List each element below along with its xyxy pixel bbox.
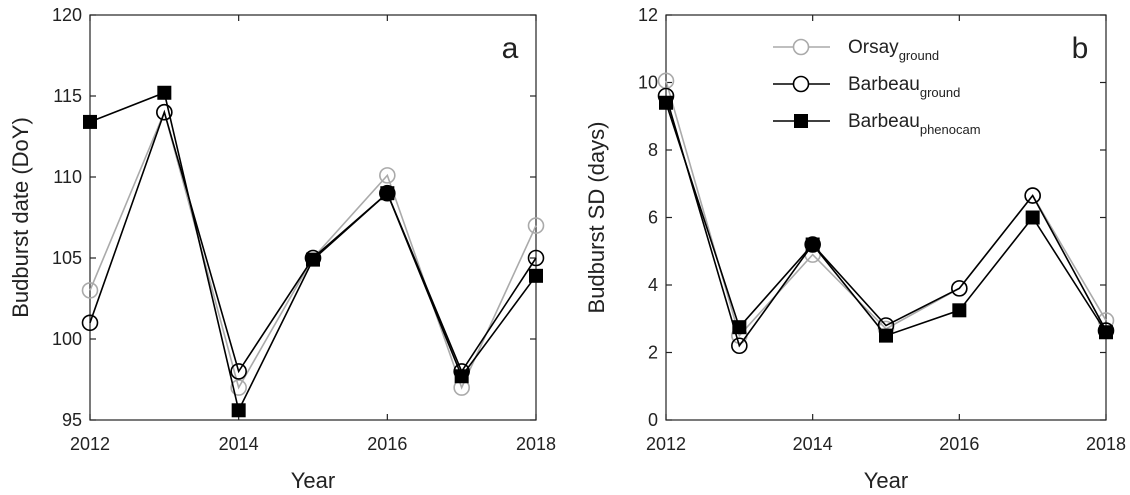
y-tick-label: 115 [53,86,82,106]
data-point-circle [731,337,748,355]
data-point-square [659,95,673,110]
y-tick-label: 0 [648,410,658,430]
data-point-square [805,237,820,252]
data-point-square [1099,325,1113,340]
y-tick-label: 105 [52,248,82,268]
x-tick-label: 2016 [367,434,407,454]
panel-letter: a [502,32,519,65]
legend-label: Orsayground [848,37,939,63]
panel-b: 0 2 4 6 8 10 12 2012 2014 2016 2018 Year Budburst SD… [584,5,1126,493]
y-tick-label: 8 [648,140,658,160]
y-tick-label: 6 [648,208,658,228]
y-tick-label: 10 [638,73,658,93]
panel-letter: b [1072,32,1089,65]
data-point-square [529,268,543,283]
x-tick-label: 2018 [1086,434,1126,454]
series-barbeau-phenocam [83,85,543,418]
series-line [89,91,537,413]
data-point-circle [230,363,247,380]
legend-item: Orsayground [773,37,939,63]
x-axis-label: Year [291,468,335,493]
y-tick-label: 120 [52,5,82,25]
data-point-circle [81,282,99,299]
legend-marker-circle [792,75,810,93]
data-point-circle [951,280,968,297]
x-tick-label: 2014 [219,434,259,454]
series-barbeau-ground [81,103,545,380]
x-tick-label: 2012 [646,434,686,454]
data-point-square [157,85,172,100]
data-point-square [1025,210,1040,225]
legend-item: Barbeauphenocam [773,111,981,137]
x-tick-label: 2018 [516,434,556,454]
series-barbeau-phenocam [659,95,1113,343]
data-point-circle [804,236,821,253]
legend-subscript: ground [920,85,960,100]
data-point-circle [230,379,247,396]
legend-marker-circle [792,38,810,56]
series-line [665,95,1107,348]
legend-name: Orsay [848,37,899,58]
data-point-square [732,320,747,335]
data-point-square [83,114,97,129]
data-point-circle [527,249,545,267]
legend-marker-square [794,114,808,128]
y-tick-label: 110 [53,167,82,187]
data-point-square [231,403,246,418]
data-point-circle [527,217,545,234]
legend-subscript: ground [899,48,939,63]
y-tick-label: 95 [62,410,82,430]
series-line [89,109,537,374]
y-tick-label: 4 [648,275,658,295]
x-tick-label: 2014 [793,434,833,454]
y-axis-label: Budburst date (DoY) [8,117,33,318]
data-point-square [952,303,967,318]
legend-label: Barbeauground [848,74,960,100]
legend-subscript: phenocam [920,122,981,137]
legend-name: Barbeau [848,74,920,95]
legend-label: Barbeauphenocam [848,111,981,137]
x-tick-label: 2016 [939,434,979,454]
y-tick-label: 12 [638,5,658,25]
data-point-circle [379,167,396,184]
data-point-square [306,252,320,267]
data-point-circle [81,314,99,332]
data-point-circle [1024,187,1041,204]
y-tick-label: 2 [648,343,658,363]
legend-name: Barbeau [848,111,920,132]
series-line [665,102,1107,337]
legend-item: Barbeauground [773,74,960,100]
data-point-circle [379,184,396,202]
data-point-square [380,186,395,201]
y-tick-label: 100 [52,329,82,349]
data-point-square [879,328,893,343]
panel-a: 95 100 105 110 115 120 2012 2014 2016 2018 Year Bud… [8,5,556,493]
x-tick-label: 2012 [70,434,110,454]
data-point-square [454,369,469,384]
y-axis-label: Budburst SD (days) [584,122,609,314]
x-axis-label: Year [864,468,908,493]
data-point-circle [156,103,173,121]
